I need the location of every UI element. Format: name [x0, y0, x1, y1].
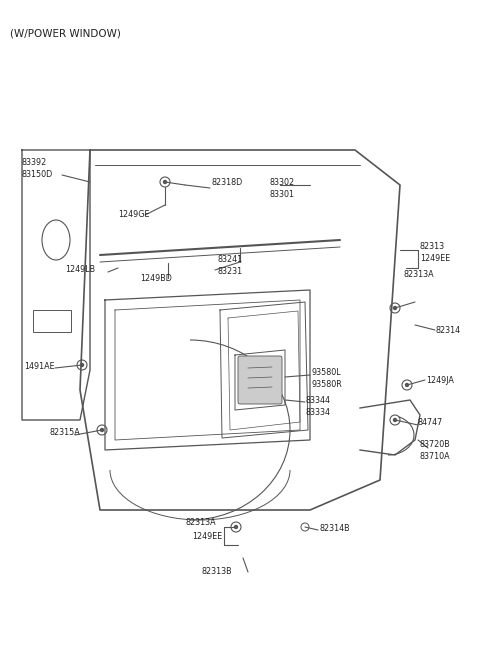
Text: 1249LB: 1249LB: [65, 265, 95, 274]
Text: 1491AE: 1491AE: [24, 362, 55, 371]
Circle shape: [235, 525, 238, 529]
Text: 83241
83231: 83241 83231: [218, 255, 243, 276]
Text: 82318D: 82318D: [212, 178, 243, 187]
Text: 82313B: 82313B: [202, 567, 233, 576]
Text: 83302
83301: 83302 83301: [270, 178, 295, 199]
Text: 1249EE: 1249EE: [192, 532, 222, 541]
Circle shape: [164, 180, 167, 184]
Text: 82314B: 82314B: [320, 524, 350, 533]
Circle shape: [81, 363, 84, 367]
Text: 1249BD: 1249BD: [140, 274, 172, 283]
Circle shape: [394, 419, 396, 422]
Text: 82313: 82313: [420, 242, 445, 251]
Text: (W/POWER WINDOW): (W/POWER WINDOW): [10, 28, 121, 38]
Text: 83720B
83710A: 83720B 83710A: [420, 440, 451, 461]
Text: 1249GE: 1249GE: [118, 210, 149, 219]
Text: 82314: 82314: [436, 326, 461, 335]
Bar: [33, 310, 71, 332]
Circle shape: [394, 306, 396, 310]
Text: 93580L
93580R: 93580L 93580R: [312, 368, 343, 389]
Circle shape: [100, 428, 104, 432]
Text: 82315A: 82315A: [50, 428, 81, 437]
Text: 82313A: 82313A: [185, 518, 216, 527]
Text: 1249EE: 1249EE: [420, 254, 450, 263]
Text: 1249JA: 1249JA: [426, 376, 454, 385]
Circle shape: [406, 384, 408, 386]
Text: 84747: 84747: [418, 418, 443, 427]
Text: 82313A: 82313A: [404, 270, 434, 279]
FancyBboxPatch shape: [238, 356, 282, 404]
Text: 83344
83334: 83344 83334: [306, 396, 331, 417]
Text: 83392
83150D: 83392 83150D: [22, 158, 53, 179]
